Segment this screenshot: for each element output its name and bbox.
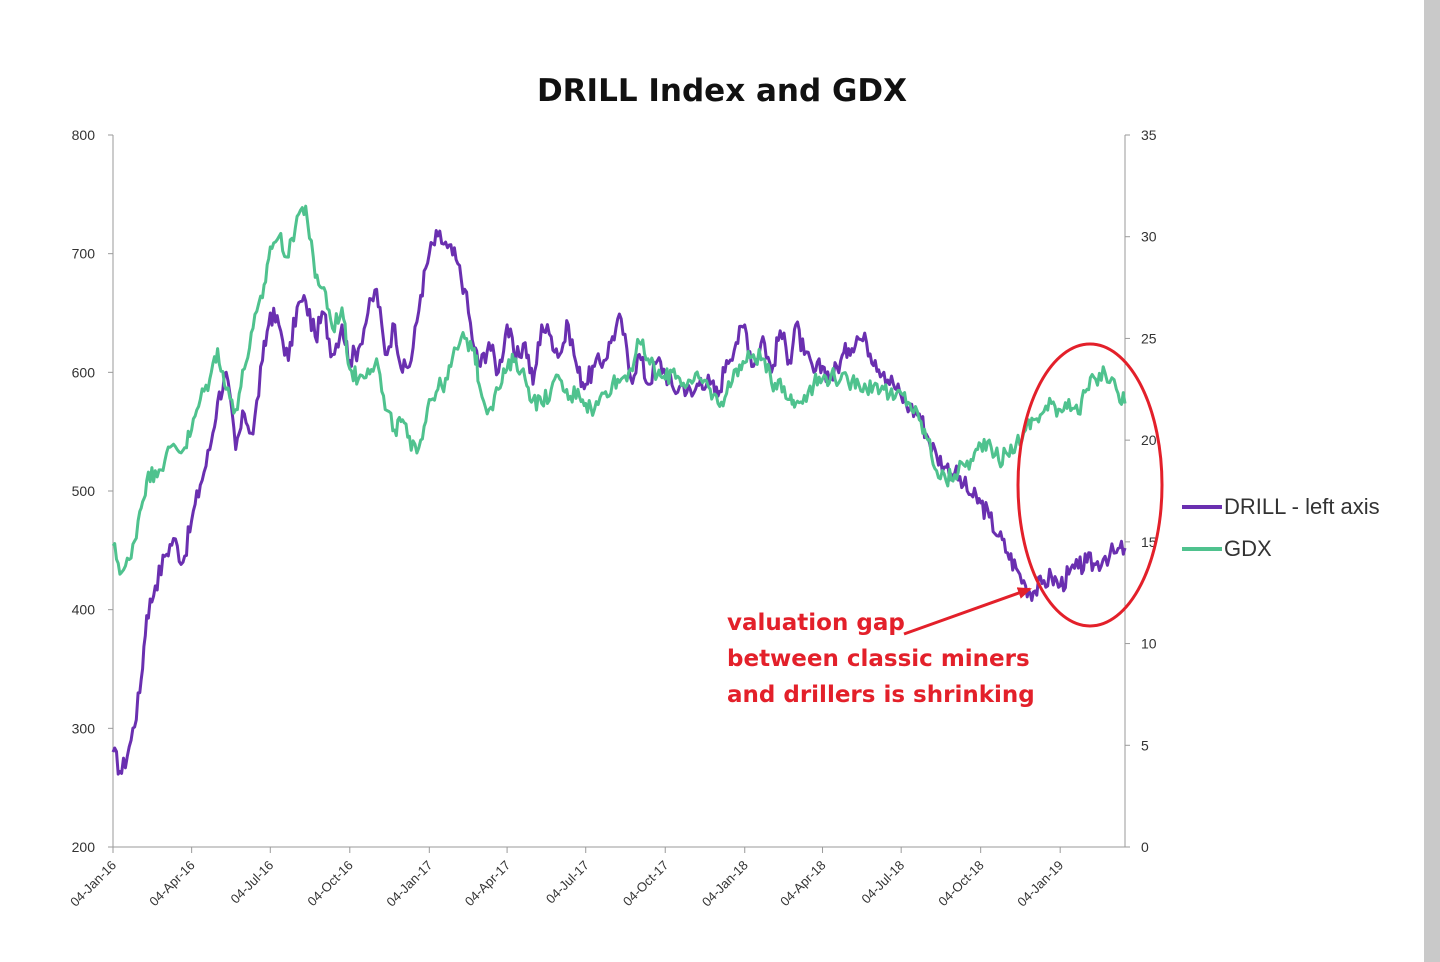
x-tick-label: 04-Jan-17 bbox=[383, 858, 435, 910]
x-tick-label: 04-Jul-18 bbox=[858, 858, 907, 907]
left-tick-label: 700 bbox=[72, 246, 96, 262]
series-layer bbox=[111, 204, 1127, 776]
x-axis-ticks: 04-Jan-16 04-Apr-16 04-Jul-16 04-Oct-16 04-J… bbox=[67, 847, 1066, 910]
legend-label-drill: DRILL - left axis bbox=[1224, 494, 1380, 519]
right-axis-ticks: 35 30 25 20 15 10 5 0 bbox=[1125, 127, 1157, 855]
right-tick-label: 15 bbox=[1141, 534, 1157, 550]
left-tick-label: 800 bbox=[72, 127, 96, 143]
vertical-scrollbar[interactable] bbox=[1424, 0, 1440, 962]
gdx-series-line bbox=[111, 204, 1127, 576]
x-tick-label: 04-Apr-17 bbox=[462, 858, 513, 909]
x-tick-label: 04-Oct-16 bbox=[304, 858, 355, 909]
left-tick-label: 300 bbox=[72, 720, 96, 736]
left-tick-label: 200 bbox=[72, 839, 96, 855]
right-tick-label: 0 bbox=[1141, 839, 1149, 855]
x-tick-label: 04-Oct-17 bbox=[620, 858, 671, 909]
right-tick-label: 35 bbox=[1141, 127, 1157, 143]
x-tick-label: 04-Oct-18 bbox=[935, 858, 986, 909]
annotation-line-1: valuation gap bbox=[727, 610, 905, 636]
x-tick-label: 04-Jan-16 bbox=[67, 858, 119, 910]
x-tick-label: 04-Jan-19 bbox=[1014, 858, 1066, 910]
annotation-arrow bbox=[903, 587, 1032, 636]
x-tick-label: 04-Jul-16 bbox=[227, 858, 276, 907]
x-tick-label: 04-Apr-18 bbox=[777, 858, 828, 909]
highlight-ellipse bbox=[1016, 342, 1164, 628]
legend: DRILL - left axis GDX bbox=[1182, 494, 1380, 561]
left-tick-label: 600 bbox=[72, 364, 96, 380]
annotation-line-3: and drillers is shrinking bbox=[727, 682, 1035, 708]
right-tick-label: 5 bbox=[1141, 737, 1149, 753]
legend-label-gdx: GDX bbox=[1224, 536, 1272, 561]
left-tick-label: 400 bbox=[72, 602, 96, 618]
x-tick-label: 04-Jan-18 bbox=[699, 858, 751, 910]
right-tick-label: 25 bbox=[1141, 330, 1157, 346]
left-axis-ticks: 800 700 600 500 400 300 200 bbox=[72, 127, 113, 855]
x-tick-label: 04-Apr-16 bbox=[146, 858, 197, 909]
right-tick-label: 20 bbox=[1141, 432, 1157, 448]
chart-title: DRILL Index and GDX bbox=[537, 73, 907, 109]
annotation-line-2: between classic miners bbox=[727, 646, 1030, 672]
x-tick-label: 04-Jul-17 bbox=[543, 858, 592, 907]
left-tick-label: 500 bbox=[72, 483, 96, 499]
right-tick-label: 10 bbox=[1141, 636, 1157, 652]
right-tick-label: 30 bbox=[1141, 229, 1157, 245]
